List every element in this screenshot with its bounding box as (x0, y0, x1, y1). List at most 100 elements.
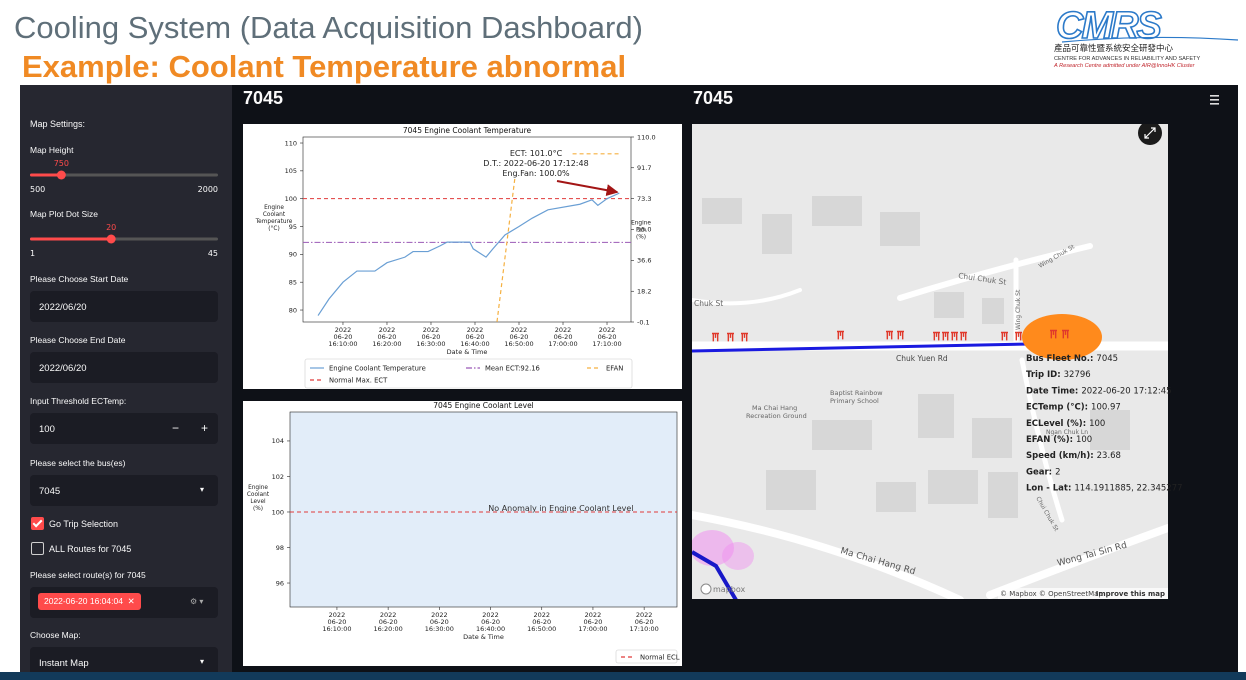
route-chip[interactable]: 2022-06-20 16:04:04 ✕ (38, 593, 141, 610)
slider-label: Map Height (30, 145, 74, 155)
number-input[interactable]: 100 − + (30, 413, 218, 444)
y-axis-label: Coolant (247, 492, 270, 498)
y2-axis-label: Engine (631, 221, 651, 227)
x-tick-label: 2022 (482, 611, 499, 619)
menu-bar (1210, 103, 1219, 105)
plot-area (302, 136, 632, 323)
building (1090, 410, 1130, 450)
mapbox-logo (700, 583, 712, 595)
tooltip-label: ECTemp (°C): (1026, 403, 1088, 413)
annotation-text: D.T.: 2022-06-20 17:12:48 (483, 159, 588, 168)
map-tooltip: Bus Fleet No.: 7045 Trip ID: 32796 Date Time… (1026, 354, 1183, 494)
x-tick-label: 2022 (423, 326, 440, 334)
y-tick-label: 110 (285, 139, 297, 147)
plot-area (289, 411, 678, 608)
legend-box (304, 358, 633, 389)
selected-point[interactable] (1022, 314, 1102, 360)
menu-bar (1210, 99, 1219, 101)
y-tick-label: 102 (272, 473, 284, 481)
y-axis-label: (%) (253, 506, 263, 512)
y-axis-label: Engine (248, 485, 268, 491)
buildings (702, 196, 1130, 518)
logo-swoosh (1061, 36, 1239, 43)
x-tick-label: 16:50:00 (504, 340, 533, 348)
increment-button[interactable]: + (201, 421, 209, 435)
select-value: 7045 (39, 486, 61, 497)
x-tick-label: 2022 (329, 611, 346, 619)
road (692, 288, 802, 306)
map-heading: 7045 (693, 88, 734, 108)
place-label: Ma Chai Hang (752, 404, 797, 412)
select-box[interactable]: 7045 ▾ (30, 475, 218, 506)
legend-label: EFAN (606, 364, 623, 372)
tooltip-row: Bus Fleet No.: 7045 (1026, 354, 1118, 364)
chart: 7045 Engine Coolant Level202206-2016:10:… (243, 401, 682, 666)
tooltip-value: 2022-06-20 17:12:45 (1081, 386, 1171, 396)
date-value: 2022/06/20 (39, 302, 87, 313)
x-axis-label: Date & Time (463, 633, 504, 641)
x-tick-label: 16:20:00 (372, 340, 401, 348)
tooltip-value: 100.97 (1091, 403, 1121, 413)
legend-label: Normal ECL (640, 653, 680, 661)
checkbox[interactable] (31, 542, 44, 555)
legend-label: Normal Max. ECT (329, 376, 388, 384)
y-tick-label: 96 (276, 579, 284, 587)
tooltip-label: Speed (km/h): (1026, 451, 1094, 461)
chart: 7045 Engine Coolant Temperature202206-20… (243, 124, 682, 389)
x-tick-label: 06-20 (598, 333, 617, 341)
x-tick-label: 16:30:00 (416, 340, 445, 348)
x-tick-label: 06-20 (466, 333, 485, 341)
tooltip-row: Speed (km/h): 23.68 (1026, 451, 1121, 461)
date-input[interactable]: 2022/06/20 (30, 291, 218, 322)
y-axis-label: Temperature (255, 219, 293, 225)
hamburger-menu[interactable] (1210, 95, 1219, 105)
x-tick-label: 06-20 (327, 618, 346, 626)
place-label: Baptist Rainbow (830, 389, 883, 397)
date-input[interactable]: 2022/06/20 (30, 352, 218, 383)
slider-max: 2000 (198, 185, 218, 194)
slider-fill (30, 173, 62, 177)
chart-title: 7045 Engine Coolant Temperature (403, 126, 532, 135)
x-tick-label: 2022 (431, 611, 448, 619)
y-tick-label: 105 (285, 167, 297, 175)
x-tick-label: 2022 (555, 326, 572, 334)
select-box[interactable]: Instant Map ▾ (30, 647, 218, 672)
x-tick-label: 2022 (599, 326, 616, 334)
trip-blob (722, 542, 754, 570)
x-tick-label: 06-20 (422, 333, 441, 341)
street-label: Ngan Chuk Ln (1046, 429, 1088, 436)
x-tick-label: 17:00:00 (578, 625, 607, 633)
decrement-button[interactable]: − (172, 421, 180, 435)
tooltip-value: 100 (1089, 419, 1105, 429)
x-tick-label: 2022 (511, 326, 528, 334)
y-axis-label: (°C) (268, 226, 279, 232)
bottom-strip (0, 672, 1246, 680)
tooltip-value: 2 (1055, 467, 1060, 477)
number-value: 100 (39, 424, 55, 435)
building (702, 198, 742, 224)
slider-max: 45 (208, 249, 218, 258)
place-label: Recreation Ground (746, 412, 807, 420)
improve-map-link[interactable]: Improve this map (1096, 590, 1165, 598)
fullscreen-button[interactable] (1138, 121, 1162, 145)
tooltip-row: ECLevel (%): 100 (1026, 419, 1105, 429)
annotation-arrow (556, 180, 619, 197)
building (876, 482, 916, 512)
map: Chui Chuk St Chuk St Chuk Yuen Rd Baptis… (692, 121, 1168, 599)
road (692, 511, 964, 599)
tooltip-label: Trip ID: (1026, 370, 1061, 380)
y-tick-label: 85 (289, 278, 297, 286)
slider-label: Map Plot Dot Size (30, 209, 99, 219)
y2-tick-label: 73.3 (637, 195, 651, 203)
y2-tick-label: 36.6 (637, 257, 651, 265)
annotation-text: Eng.Fan: 100.0% (502, 169, 570, 178)
chip-text: 2022-06-20 16:04:04 (44, 596, 123, 606)
slider-knob[interactable] (106, 234, 116, 244)
slider-knob[interactable] (56, 170, 66, 180)
tooltip-row: EFAN (%): 100 (1026, 435, 1092, 445)
y2-tick-label: -0.1 (637, 318, 650, 326)
x-tick-label: 06-20 (481, 618, 500, 626)
menu-bar (1210, 95, 1219, 97)
checkbox[interactable] (31, 517, 44, 530)
